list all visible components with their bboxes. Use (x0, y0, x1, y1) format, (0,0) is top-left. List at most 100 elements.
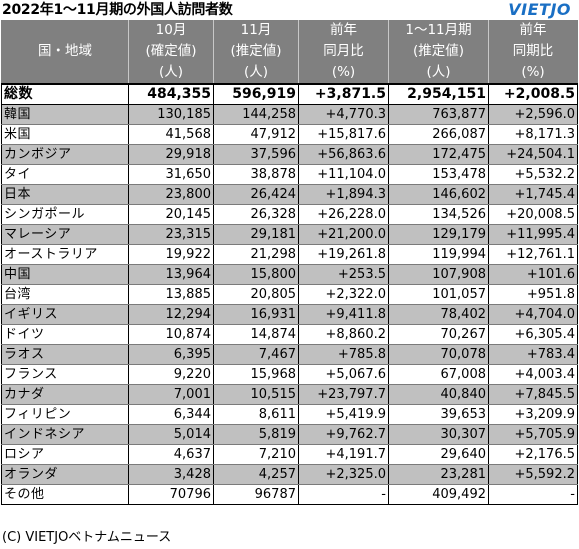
yoy-change: - (488, 484, 578, 505)
oct-value: 3,428 (128, 464, 214, 485)
column-header-5: 前年 同期比 (%) (488, 20, 578, 85)
column-header-line: (人) (243, 64, 269, 80)
nov-value: 47,912 (213, 124, 299, 145)
column-header-line: 前年 (330, 22, 357, 38)
table-row: イギリス 12,294 16,931 +9,411.8 78,402 +4,704.0 (1, 304, 578, 325)
mom-change: +11,104.0 (298, 164, 389, 185)
column-header-line: 10月 (155, 22, 187, 38)
yoy-change: +783.4 (488, 344, 578, 365)
oct-value: 13,964 (128, 264, 214, 285)
nov-value: 15,968 (213, 364, 299, 385)
yoy-change: +5,532.2 (488, 164, 578, 185)
country-name: マレーシア (1, 224, 129, 245)
table-row: 米国 41,568 47,912 +15,817.6 266,087 +8,171.3 (1, 124, 578, 145)
table-row: カンボジア 29,918 37,596 +56,863.6 172,475 +24,504… (1, 144, 578, 165)
country-name: 台湾 (1, 284, 129, 305)
country-name: カンボジア (1, 144, 129, 165)
ytd-value: 129,179 (388, 224, 489, 245)
country-name: ラオス (1, 344, 129, 365)
country-name: ロシア (1, 444, 129, 465)
oct-value: 484,355 (128, 83, 214, 105)
column-header-line: 同期比 (512, 43, 554, 59)
oct-value: 29,918 (128, 144, 214, 165)
ytd-value: 763,877 (388, 104, 489, 125)
mom-change: +785.8 (298, 344, 389, 365)
yoy-change: +2,008.5 (488, 83, 578, 105)
table-row: フランス 9,220 15,968 +5,067.6 67,008 +4,003.4 (1, 364, 578, 385)
column-header-line: (推定値) (412, 43, 465, 59)
mom-change: +23,797.7 (298, 384, 389, 405)
mom-change: +5,419.9 (298, 404, 389, 425)
table-row: その他 70796 96787-409,492- (1, 484, 578, 505)
table-row: ロシア 4,637 7,210 +4,191.7 29,640 +2,176.5 (1, 444, 578, 465)
table-row: 韓国 130,185 144,258 +4,770.3 763,877 +2,596.0 (1, 104, 578, 125)
ytd-value: 39,653 (388, 404, 489, 425)
country-name: フランス (1, 364, 129, 385)
country-name: カナダ (1, 384, 129, 405)
yoy-change: +1,745.4 (488, 184, 578, 205)
oct-value: 23,315 (128, 224, 214, 245)
column-header-line: (確定値) (145, 43, 197, 59)
oct-value: 19,922 (128, 244, 214, 265)
oct-value: 12,294 (128, 304, 214, 325)
yoy-change: +951.8 (488, 284, 578, 305)
country-name: フィリピン (1, 404, 129, 425)
oct-value: 23,800 (128, 184, 214, 205)
column-header-2: 11月 (推定値) (人) (213, 20, 299, 85)
nov-value: 20,805 (213, 284, 299, 305)
column-header-1: 10月 (確定値) (人) (128, 20, 214, 85)
oct-value: 130,185 (128, 104, 214, 125)
country-name: インドネシア (1, 424, 129, 445)
country-name: 総数 (1, 83, 129, 105)
mom-change: +15,817.6 (298, 124, 389, 145)
ytd-value: 23,281 (388, 464, 489, 485)
mom-change: +8,860.2 (298, 324, 389, 345)
table-row: インドネシア 5,014 5,819 +9,762.7 30,307 +5,705.9 (1, 424, 578, 445)
ytd-value: 119,994 (388, 244, 489, 265)
nov-value: 4,257 (213, 464, 299, 485)
mom-change: +56,863.6 (298, 144, 389, 165)
ytd-value: 266,087 (388, 124, 489, 145)
nov-value: 14,874 (213, 324, 299, 345)
mom-change: +4,191.7 (298, 444, 389, 465)
nov-value: 96787 (213, 484, 299, 505)
ytd-value: 2,954,151 (388, 83, 489, 105)
ytd-value: 70,078 (388, 344, 489, 365)
mom-change: - (298, 484, 389, 505)
table-row: カナダ 7,001 10,515 +23,797.7 40,840 +7,845.5 (1, 384, 578, 405)
ytd-value: 67,008 (388, 364, 489, 385)
country-name: 中国 (1, 264, 129, 285)
country-name: タイ (1, 164, 129, 185)
table-row: 中国 13,964 15,800 +253.5 107,908 +101.6 (1, 264, 578, 285)
oct-value: 6,395 (128, 344, 214, 365)
table-row: オランダ 3,428 4,257 +2,325.0 23,281 +5,592.2 (1, 464, 578, 485)
mom-change: +1,894.3 (298, 184, 389, 205)
yoy-change: +6,305.4 (488, 324, 578, 345)
oct-value: 13,885 (128, 284, 214, 305)
yoy-change: +2,596.0 (488, 104, 578, 125)
oct-value: 9,220 (128, 364, 214, 385)
total-row: 総数 484,355 596,919 +3,871.5 2,954,151 +2,008.… (1, 83, 578, 105)
nov-value: 7,467 (213, 344, 299, 365)
yoy-change: +7,845.5 (488, 384, 578, 405)
country-name: 日本 (1, 184, 129, 205)
ytd-value: 70,267 (388, 324, 489, 345)
mom-change: +5,067.6 (298, 364, 389, 385)
ytd-value: 40,840 (388, 384, 489, 405)
nov-value: 596,919 (213, 83, 299, 105)
oct-value: 31,650 (128, 164, 214, 185)
column-header-line: (人) (158, 64, 184, 80)
mom-change: +19,261.8 (298, 244, 389, 265)
country-name: 米国 (1, 124, 129, 145)
yoy-change: +8,171.3 (488, 124, 578, 145)
oct-value: 6,344 (128, 404, 214, 425)
ytd-value: 30,307 (388, 424, 489, 445)
column-header-0: 国・地域 (1, 20, 129, 85)
table-body: 総数 484,355 596,919 +3,871.5 2,954,151 +2,008.… (1, 83, 578, 505)
nov-value: 38,878 (213, 164, 299, 185)
copyright-source: (C) VIETJOベトナムニュース (2, 530, 172, 545)
column-header-4: 1～11月期 (推定値) (人) (388, 20, 489, 85)
yoy-change: +3,209.9 (488, 404, 578, 425)
ytd-value: 107,908 (388, 264, 489, 285)
ytd-value: 78,402 (388, 304, 489, 325)
